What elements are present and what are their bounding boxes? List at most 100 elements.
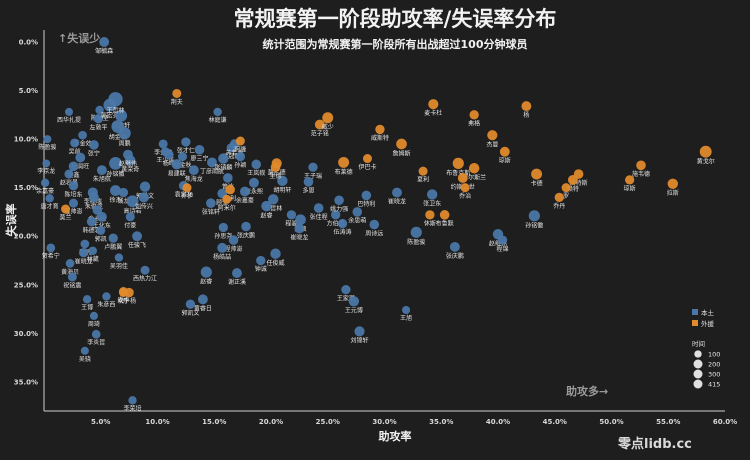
data-point — [334, 195, 344, 206]
point-label: 杨皓喆 — [213, 253, 231, 261]
legend-label: 外援 — [701, 319, 715, 328]
data-point — [232, 268, 242, 279]
data-point — [68, 161, 79, 172]
x-tick-label: 40.0% — [486, 418, 510, 426]
point-label: 刘传兴 — [135, 202, 153, 210]
data-point — [396, 138, 407, 150]
point-label: 张铭轩 — [202, 208, 220, 216]
point-label: 坎宁 — [117, 297, 129, 305]
data-point — [286, 210, 297, 220]
point-label: 张宁 — [88, 150, 100, 158]
data-point — [102, 292, 111, 301]
point-label: 杰曼 — [486, 140, 498, 148]
data-point — [239, 186, 250, 197]
data-point — [521, 101, 532, 112]
y-tick-label: 10.0% — [14, 136, 38, 144]
point-label: 郭凯文 — [181, 309, 199, 317]
data-point — [177, 152, 187, 162]
y-tick-labels: 0.0% 5.0% 10.0% 15.0% 20.0% 25.0% 30.0% 35.0% — [14, 39, 38, 387]
point-label: 李金效 — [74, 140, 92, 148]
x-tick-label: 25.0% — [316, 418, 340, 426]
x-axis-title: 助攻率 — [379, 429, 412, 443]
point-label: 乔治 — [459, 192, 471, 200]
point-label: 威斯特 — [371, 134, 389, 142]
data-point — [68, 181, 79, 191]
data-point — [338, 156, 350, 168]
point-label: 赵岩昊 — [60, 179, 78, 187]
point-label: 陈盈骏 — [38, 143, 56, 151]
data-point — [99, 37, 110, 47]
point-label: 詹姆斯 — [393, 149, 411, 157]
point-label: 袁堂文 — [175, 190, 193, 198]
point-label: 张卫东 — [423, 200, 441, 208]
data-point — [460, 183, 470, 193]
data-point — [115, 109, 128, 122]
legend-swatch — [692, 309, 698, 315]
data-point — [225, 184, 235, 195]
data-point — [426, 189, 438, 200]
data-point — [439, 210, 450, 220]
point-label: 王元博 — [345, 306, 363, 314]
data-point — [468, 163, 480, 174]
point-label: 黄荣奇 — [121, 166, 139, 174]
data-point — [109, 157, 122, 170]
data-point — [79, 248, 89, 258]
data-point — [213, 107, 222, 117]
point-label: 周鹏 — [119, 139, 131, 147]
point-label: 郭宏亮 — [101, 111, 119, 119]
data-point — [96, 211, 107, 222]
point-label: 黄海贝 — [61, 268, 79, 276]
point-label: 赵继伟 — [119, 160, 137, 168]
point-label: 荆夫 — [171, 98, 183, 106]
point-label: 黄戈尔 — [697, 158, 715, 166]
legend-size-label: 415 — [708, 381, 720, 389]
point-label: 王旭 — [400, 314, 412, 322]
point-label: 吴冠希 — [222, 153, 240, 161]
point-label: 王岚嵚 — [247, 170, 265, 177]
x-tick-label: 15.0% — [202, 418, 226, 426]
point-label: 威少 — [322, 123, 334, 131]
data-point — [499, 146, 510, 157]
point-label: 金鑫 — [68, 171, 80, 179]
data-point — [86, 216, 97, 227]
data-point — [200, 266, 212, 278]
data-point — [268, 194, 279, 205]
point-label: 孙颖 — [234, 161, 246, 169]
data-point — [65, 259, 75, 268]
y-tick-label: 35.0% — [14, 378, 38, 386]
point-label: 里德 — [270, 172, 282, 180]
data-point — [352, 207, 363, 217]
data-point — [241, 221, 251, 232]
point-label: 杨鸣 — [163, 159, 175, 167]
point-label: 朱彦西 — [97, 301, 115, 309]
point-label: 杜润旺 — [71, 162, 89, 170]
data-point — [469, 110, 479, 120]
data-point — [164, 149, 174, 160]
data-point — [249, 177, 259, 188]
data-point — [222, 194, 232, 204]
point-label: 巴特利 — [357, 200, 375, 208]
point-label: 阿米尔 — [218, 204, 236, 212]
point-label: 韩德君 — [83, 226, 101, 234]
data-point — [70, 138, 80, 148]
data-point — [108, 233, 118, 243]
data-point — [341, 284, 351, 295]
point-label: 黄睿日 — [194, 304, 212, 312]
x-tick-labels: 5.0% 10.0% 15.0% 20.0% 25.0% 30.0% 35.0% 40.0% 4… — [91, 418, 737, 426]
x-tick-label: 60.0% — [713, 418, 737, 426]
data-point — [45, 194, 54, 203]
data-point — [457, 173, 468, 183]
point-label: 布莱德 — [335, 168, 353, 176]
data-point — [80, 346, 89, 355]
data-point — [181, 137, 191, 147]
x-tick-label: 30.0% — [372, 418, 396, 426]
data-point — [128, 396, 137, 405]
point-label: 余嘉豪 — [36, 187, 54, 195]
point-label: 余嘉豪 — [236, 196, 254, 204]
point-label: 多恩 — [302, 187, 314, 195]
point-label: 丁彦雨航 — [200, 167, 224, 175]
point-label: 琼斯 — [624, 185, 636, 193]
point-label: 孙铭徽 — [106, 170, 124, 178]
